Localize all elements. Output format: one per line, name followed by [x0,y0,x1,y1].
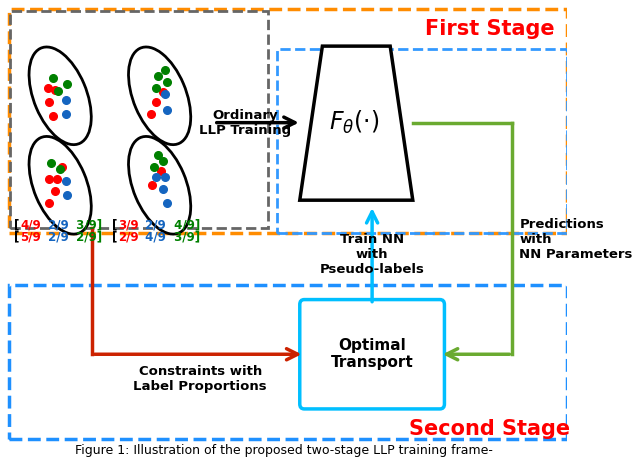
Text: [: [ [112,218,117,231]
Ellipse shape [129,136,191,234]
Text: [: [ [112,230,117,243]
Text: 4/9]: 4/9] [170,218,200,231]
Text: 2/9: 2/9 [44,230,68,243]
Bar [277,49,566,233]
Text: $F_{\theta}(\cdot)$: $F_{\theta}(\cdot)$ [329,109,379,136]
Text: 5/9: 5/9 [20,230,41,243]
Polygon shape [300,46,413,200]
Ellipse shape [29,47,92,145]
Bar [8,285,566,439]
Text: 2/9: 2/9 [118,230,138,243]
Text: [: [ [14,230,19,243]
Text: 3/9]: 3/9] [170,230,200,243]
Text: Constraints with
Label Proportions: Constraints with Label Proportions [134,365,267,393]
Text: First Stage: First Stage [425,19,554,39]
Text: Optimal
Transport: Optimal Transport [331,338,413,371]
Ellipse shape [129,47,191,145]
FancyBboxPatch shape [300,300,444,409]
Text: 3/9]: 3/9] [72,218,102,231]
Text: 4/9: 4/9 [20,218,41,231]
Ellipse shape [29,136,92,234]
Text: 2/9]: 2/9] [72,230,102,243]
Text: Figure 1: Illustration of the proposed two-stage LLP training frame-: Figure 1: Illustration of the proposed t… [74,444,492,457]
Text: [: [ [14,218,19,231]
Text: Train NN
with
Pseudo-labels: Train NN with Pseudo-labels [319,233,424,276]
Text: Predictions
with
NN Parameters: Predictions with NN Parameters [520,219,633,261]
Text: 2/9: 2/9 [141,218,166,231]
Text: Second Stage: Second Stage [409,419,570,439]
Text: 4/9: 4/9 [141,230,166,243]
Bar [10,12,268,228]
Bar [8,9,566,233]
Text: 2/9: 2/9 [44,218,68,231]
Text: Ordinary
LLP Training: Ordinary LLP Training [200,109,292,137]
Text: 3/9: 3/9 [118,218,138,231]
